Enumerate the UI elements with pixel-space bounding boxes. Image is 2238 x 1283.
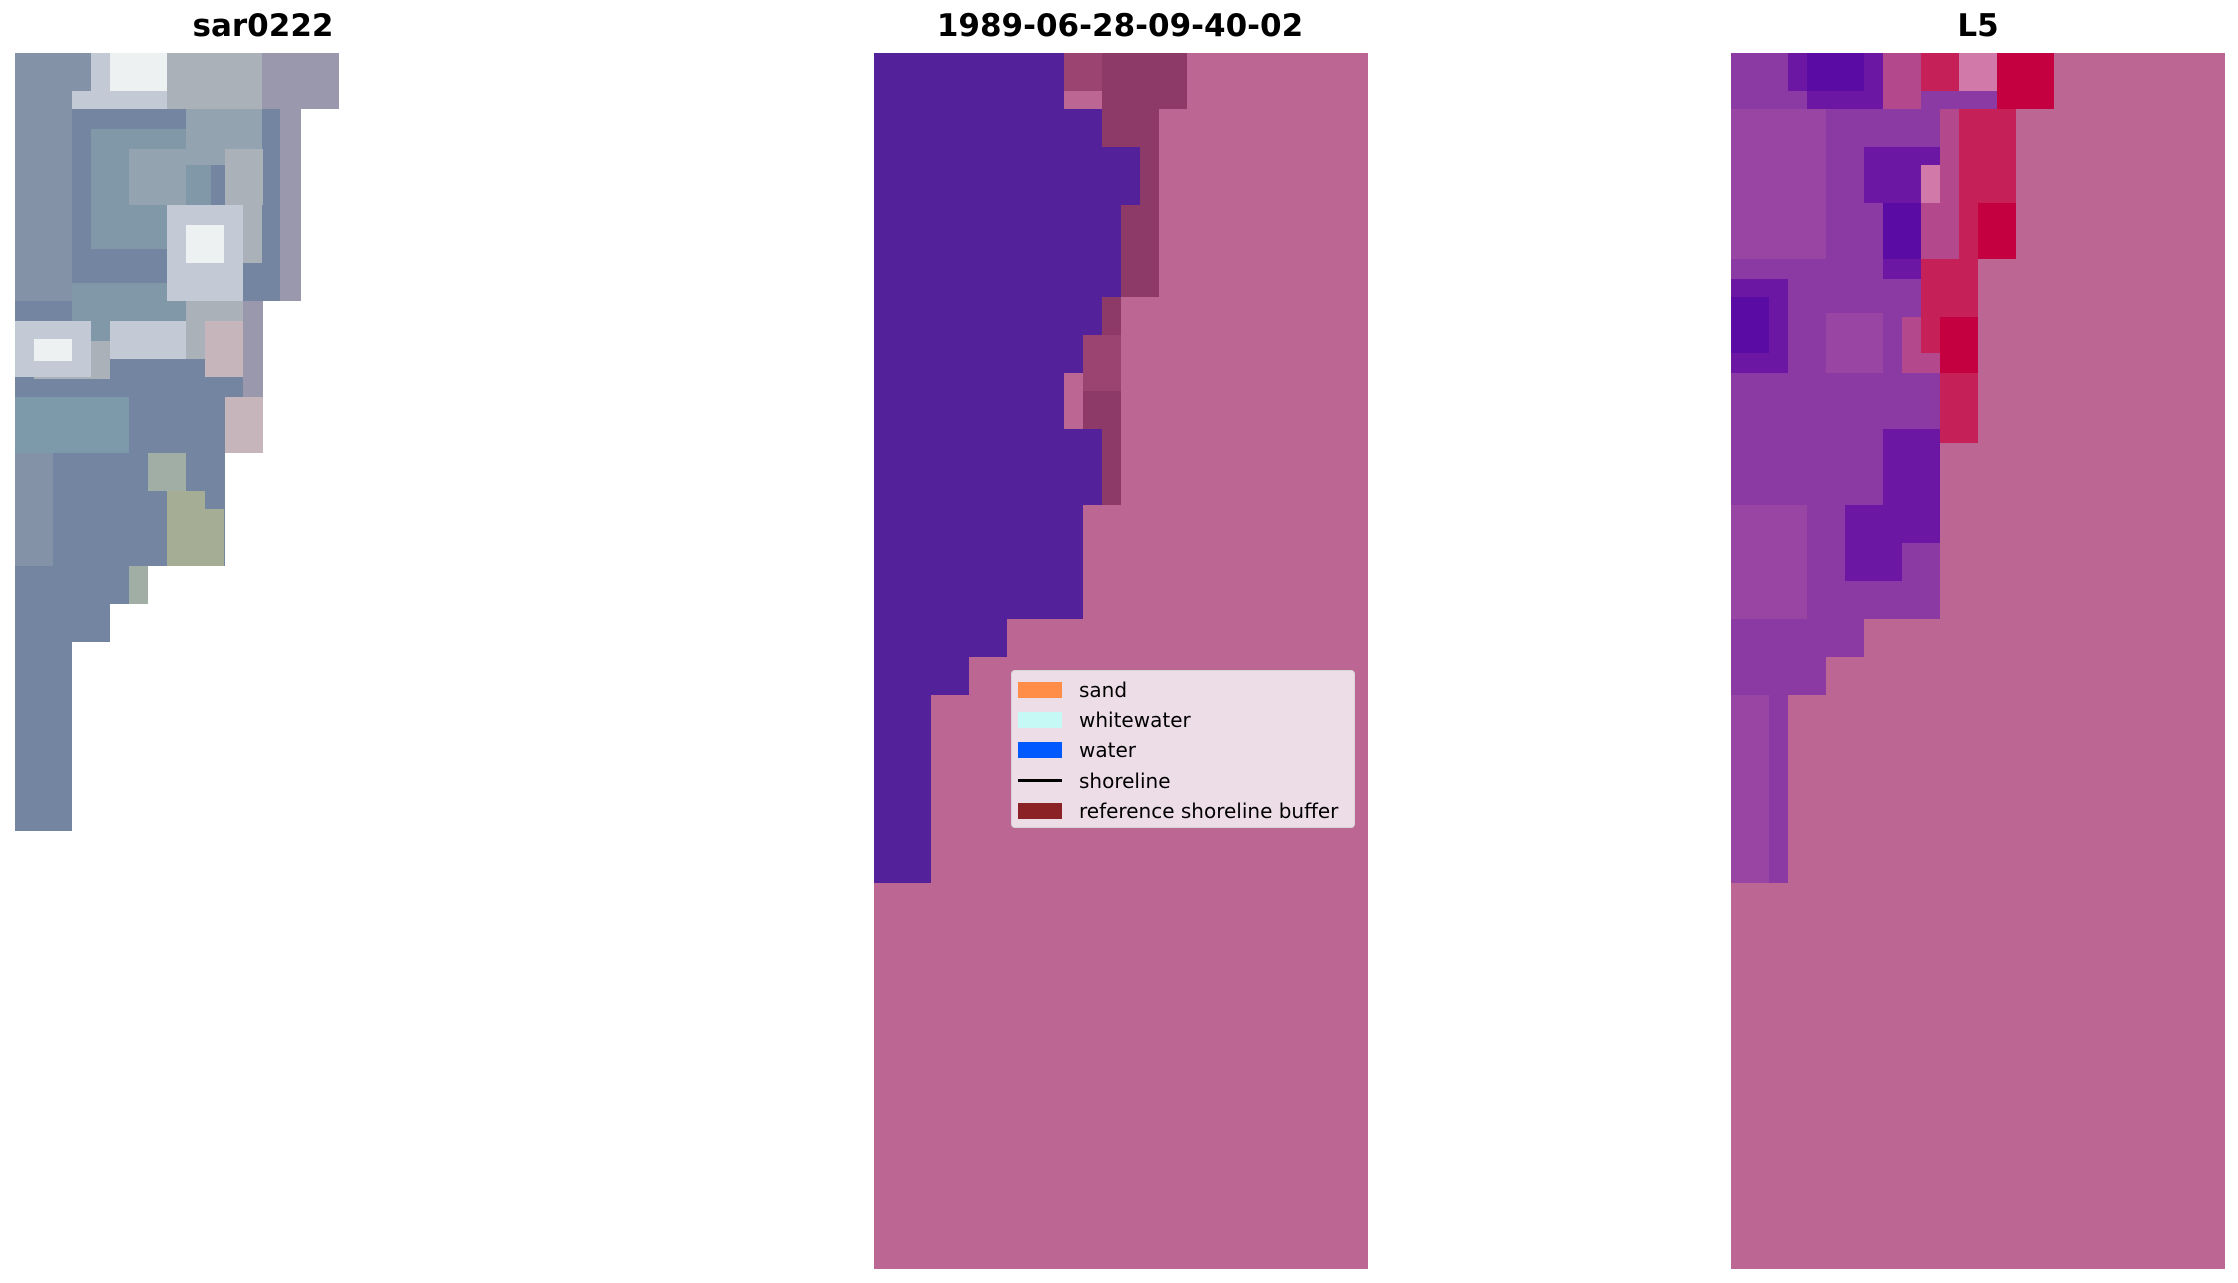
reference-buffer-swatch: [1018, 802, 1062, 819]
sand-swatch: [1018, 682, 1062, 699]
legend: sand whitewater water shoreline referenc…: [1011, 670, 1355, 828]
legend-label-water: water: [1079, 738, 1136, 763]
legend-item-shoreline: shoreline: [1018, 766, 1354, 796]
classification-image: [874, 53, 1368, 1269]
legend-item-reference-buffer: reference shoreline buffer: [1018, 796, 1354, 826]
legend-item-whitewater: whitewater: [1018, 705, 1354, 735]
legend-label-sand: sand: [1079, 678, 1128, 703]
panel-title-rgb: sar0222: [192, 8, 334, 44]
legend-item-water: water: [1018, 735, 1354, 765]
legend-label-reference-buffer: reference shoreline buffer: [1079, 798, 1339, 823]
water-swatch: [1018, 742, 1062, 759]
legend-item-sand: sand: [1018, 675, 1354, 705]
probability-image: [1731, 53, 2225, 1269]
panel-title-probability: L5: [1957, 8, 1999, 44]
whitewater-swatch: [1018, 712, 1062, 729]
legend-label-shoreline: shoreline: [1079, 768, 1171, 793]
legend-label-whitewater: whitewater: [1079, 708, 1191, 733]
rgb-satellite-image: [15, 53, 339, 831]
panel-title-classification: 1989-06-28-09-40-02: [936, 8, 1304, 44]
shoreline-line-swatch: [1018, 779, 1062, 783]
